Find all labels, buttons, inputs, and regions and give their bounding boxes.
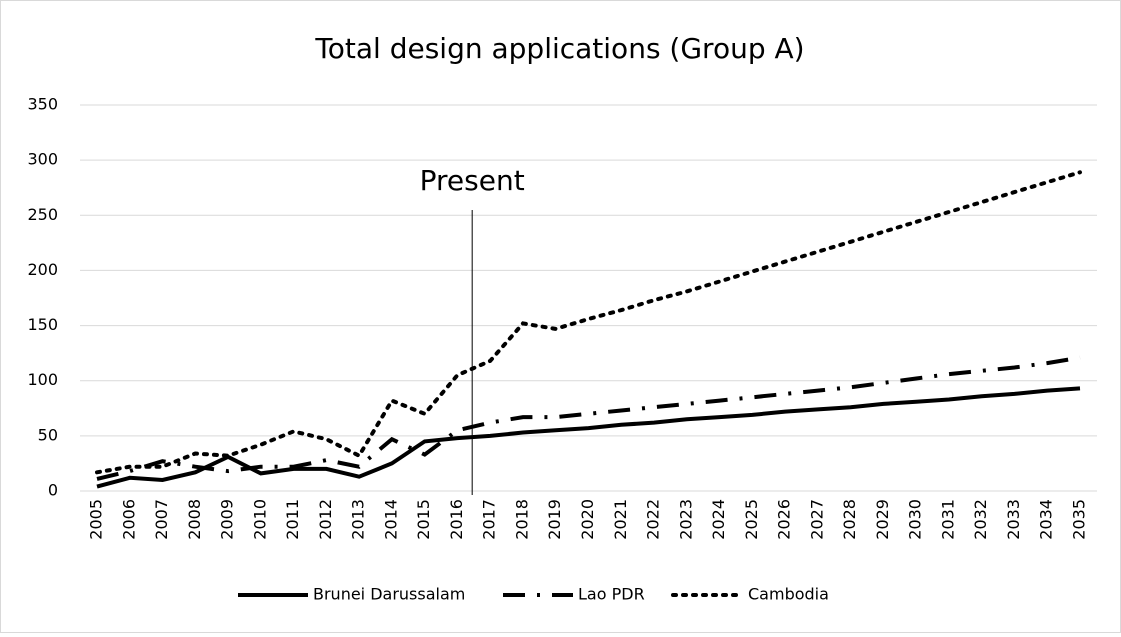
- x-tick-label: 2009: [218, 499, 237, 540]
- legend-label: Brunei Darussalam: [313, 585, 465, 604]
- x-tick-label: 2022: [644, 499, 663, 540]
- series-line: [96, 355, 1081, 481]
- x-tick-label: 2014: [381, 499, 400, 540]
- x-tick-label: 2018: [512, 499, 531, 540]
- x-tick-label: 2034: [1037, 499, 1056, 540]
- x-tick-label: 2029: [873, 499, 892, 540]
- x-tick-label: 2016: [447, 499, 466, 540]
- x-tick-label: 2027: [807, 499, 826, 540]
- series-line: [95, 170, 1082, 475]
- x-tick-label: 2005: [87, 499, 106, 540]
- x-tick-label: 2025: [742, 499, 761, 540]
- x-tick-label: 2013: [349, 499, 368, 540]
- x-tick-label: 2019: [545, 499, 564, 540]
- x-tick-label: 2020: [578, 499, 597, 540]
- x-tick-label: 2023: [676, 499, 695, 540]
- x-tick-label: 2035: [1070, 499, 1089, 540]
- x-tick-label: 2008: [185, 499, 204, 540]
- y-tick-label: 50: [38, 425, 58, 444]
- x-tick-label: 2011: [283, 499, 302, 540]
- y-tick-label: 100: [27, 370, 58, 389]
- x-tick-label: 2015: [414, 499, 433, 540]
- x-tick-label: 2033: [1004, 499, 1023, 540]
- y-tick-label: 300: [27, 150, 58, 169]
- x-tick-label: 2021: [611, 499, 630, 540]
- x-tick-label: 2017: [480, 499, 499, 540]
- x-tick-label: 2028: [840, 499, 859, 540]
- annotation-text: Present: [420, 164, 525, 197]
- x-tick-label: 2031: [938, 499, 957, 540]
- y-tick-label: 0: [48, 481, 58, 500]
- y-tick-label: 150: [27, 315, 58, 334]
- y-tick-label: 250: [27, 205, 58, 224]
- chart-title: Total design applications (Group A): [314, 32, 804, 65]
- y-tick-label: 200: [27, 260, 58, 279]
- legend-label: Lao PDR: [578, 585, 645, 604]
- x-tick-label: 2030: [906, 499, 925, 540]
- legend-label: Cambodia: [748, 585, 829, 604]
- x-tick-label: 2026: [775, 499, 794, 540]
- x-tick-label: 2024: [709, 499, 728, 540]
- y-tick-label: 350: [27, 95, 58, 114]
- x-tick-label: 2032: [971, 499, 990, 540]
- x-tick-label: 2006: [119, 499, 138, 540]
- x-tick-label: 2012: [316, 499, 335, 540]
- x-tick-label: 2010: [250, 499, 269, 540]
- series-line: [96, 386, 1081, 489]
- x-tick-label: 2007: [152, 499, 171, 540]
